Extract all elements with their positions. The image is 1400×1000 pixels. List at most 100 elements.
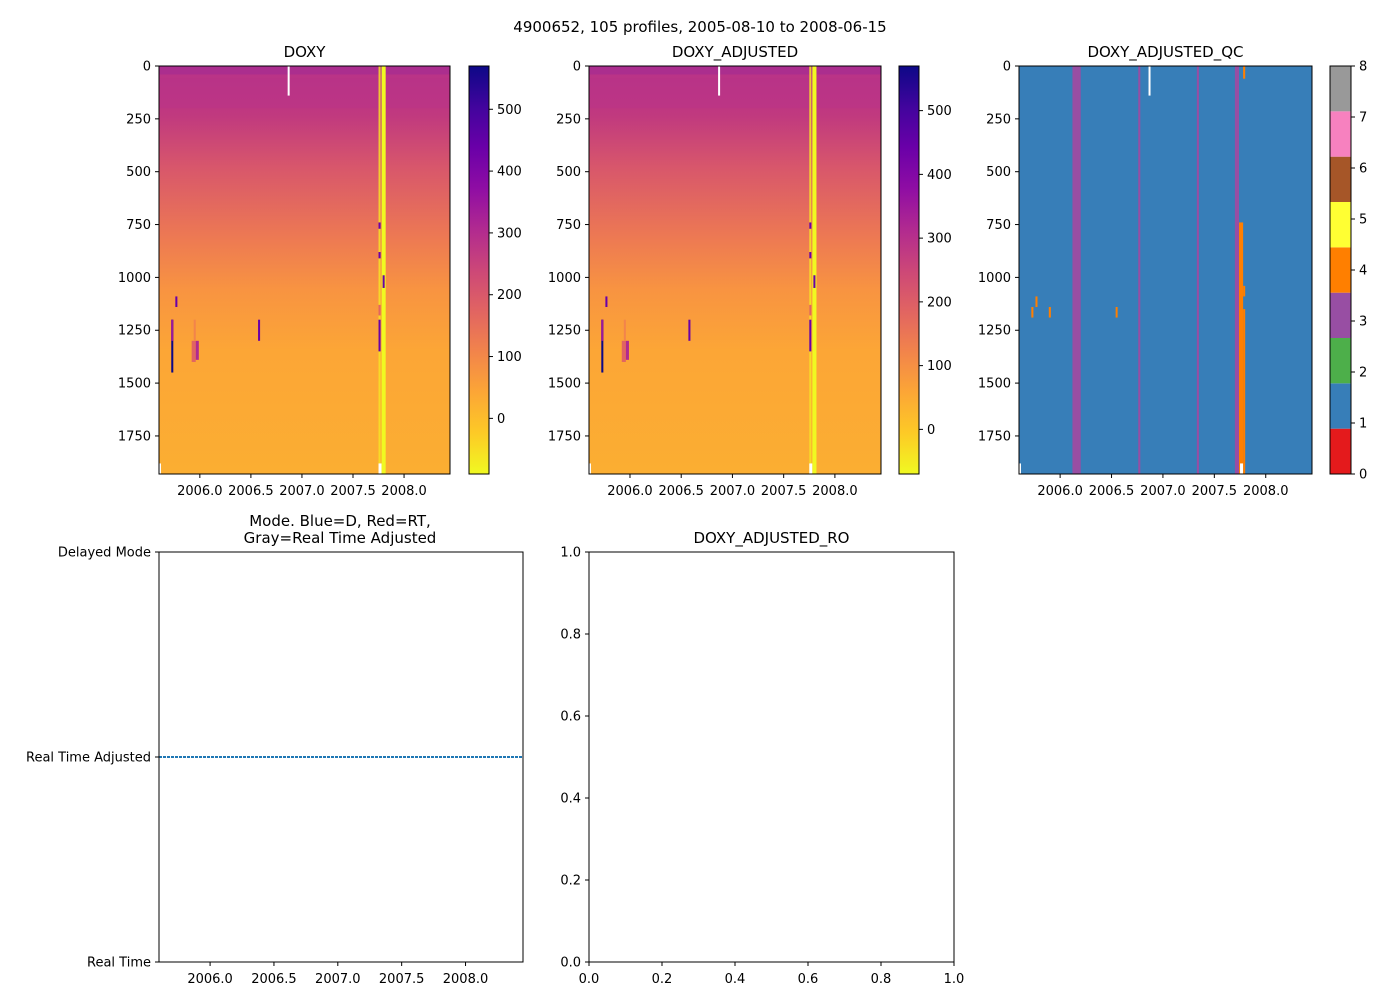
qc-y-axis: 0 250 500 750 1000 1250 1500 1750 [978,60,1019,444]
qc-cbar-tick-label: 0 [1359,468,1367,483]
qc-xtick-label: 2006.0 [1037,484,1083,499]
doxy-ytick-label: 1750 [118,429,151,444]
qc-missing-cell [1240,463,1244,474]
doxy-adjusted-ytick-label: 0 [573,60,581,75]
ro-y-axis: 0.0 0.2 0.4 0.6 0.8 1.0 [560,546,589,971]
qc-cbar-tick-label: 4 [1359,264,1367,279]
doxy-adjusted-colorbar [898,65,920,475]
doxy-x-axis: 2006.0 2006.5 2007.0 2007.5 2008.0 [177,474,427,499]
doxy-adjusted-xtick-label: 2008.0 [812,484,858,499]
ro-x-axis: 0.0 0.2 0.4 0.6 0.8 1.0 [579,962,965,987]
doxy-cbar-tick-label: 100 [497,350,522,365]
qc-cbar-tick-label: 5 [1359,213,1367,228]
ro-ytick-label: 1.0 [560,546,581,561]
qc-patch [1243,66,1246,79]
doxy-y-axis: 0 250 500 750 1000 1250 1500 1750 [118,60,159,444]
panel-title-doxy-adjusted: DOXY_ADJUSTED [672,43,798,62]
qc-xtick-label: 2007.5 [1192,484,1238,499]
qc-patch [1243,285,1246,297]
qc-band [1234,66,1240,474]
mode-ytick-label: Real Time Adjusted [26,751,151,766]
doxy-adjusted-anomaly-cell [809,304,812,316]
doxy-adjusted-ytick-label: 500 [556,165,581,180]
doxy-adjusted-missing-cell [809,463,813,474]
doxy-xtick-label: 2006.0 [177,484,223,499]
qc-patch [1115,306,1118,318]
doxy-adjusted-cbar-tick-label: 500 [927,104,952,119]
doxy-bright-column [381,66,386,474]
qc-cbar-tick-label: 3 [1359,315,1367,330]
doxy-adjusted-frame [588,65,882,475]
doxy-adjusted-cbar-tick-label: 100 [927,359,952,374]
ro-xtick-label: 1.0 [944,972,965,987]
doxy-adjusted-cbar-tick-label: 300 [927,232,952,247]
qc-colorbar-class [1330,66,1351,112]
doxy-bright-column [378,66,381,474]
doxy-anomaly-cell [378,252,381,259]
doxy-anomaly-cell [175,296,178,307]
doxy-colorbar-ticks: 0 100 200 300 400 500 [489,103,522,427]
doxy-adjusted-cbar-tick-label: 400 [927,168,952,183]
doxy-cbar-tick-label: 0 [497,412,505,427]
doxy-adjusted-xtick-label: 2006.0 [607,484,653,499]
doxy-adjusted-xtick-label: 2006.5 [658,484,704,499]
doxy-adjusted-ytick-label: 1750 [548,429,581,444]
doxy-adjusted-upper-layer [589,78,881,109]
qc-colorbar-class [1330,383,1351,429]
panel-doxy-adjusted: DOXY_ADJUSTED 2006.0 2006.5 2007.0 2007.5 20… [548,43,952,499]
qc-ytick-label: 1000 [978,271,1011,286]
ro-ytick-label: 0.8 [560,628,581,643]
panel-title-mode-line1: Mode. Blue=D, Red=RT, [249,512,431,530]
doxy-adjusted-missing-cell [589,463,591,474]
doxy-xtick-label: 2008.0 [381,484,427,499]
doxy-adjusted-ytick-label: 750 [556,218,581,233]
doxy-heatmap-field [159,66,450,474]
ro-frame [588,551,955,963]
qc-cbar-tick-label: 8 [1359,60,1367,75]
qc-xtick-label: 2007.0 [1140,484,1186,499]
mode-frame [158,551,524,963]
mode-ytick-label: Real Time [87,956,151,971]
qc-patch [1035,296,1038,307]
doxy-missing-cell [287,66,290,96]
doxy-adjusted-anomaly-cell [625,340,629,360]
mode-xtick-label: 2007.5 [379,972,425,987]
qc-ytick-label: 750 [986,218,1011,233]
doxy-anomaly-cell [171,319,174,341]
doxy-adjusted-anomaly-cell [621,340,626,362]
qc-missing-cell [1019,463,1021,474]
doxy-adjusted-ytick-label: 250 [556,112,581,127]
panel-title-doxy-adjusted-ro: DOXY_ADJUSTED_RO [694,529,850,548]
doxy-adjusted-heatmap-field [589,66,881,474]
doxy-anomaly-cell [378,304,381,316]
qc-ytick-label: 1500 [978,377,1011,392]
qc-colorbar-class [1330,428,1351,474]
doxy-ytick-label: 0 [143,60,151,75]
doxy-adjusted-anomaly-cell [688,319,691,341]
doxy-xtick-label: 2006.5 [228,484,274,499]
qc-ytick-label: 1250 [978,324,1011,339]
doxy-adjusted-anomaly-cell [809,252,812,259]
panel-title-doxy: DOXY [284,43,327,61]
ro-ytick-label: 0.2 [560,874,581,889]
panel-doxy: DOXY 2006.0 2006.5 2007.0 2007.5 2008.0 0 250… [118,43,522,499]
qc-cbar-tick-label: 6 [1359,162,1367,177]
doxy-anomaly-cell [191,340,196,362]
doxy-anomaly-cell [378,222,381,229]
doxy-anomaly-cell [193,319,196,341]
qc-cbar-tick-label: 1 [1359,417,1367,432]
doxy-missing-cell [159,463,161,474]
qc-x-axis: 2006.0 2006.5 2007.0 2007.5 2008.0 [1037,474,1288,499]
qc-colorbar-class [1330,247,1351,293]
ro-xtick-label: 0.8 [871,972,892,987]
doxy-adjusted-bright-column [809,66,812,474]
doxy-adjusted-ytick-label: 1000 [548,271,581,286]
qc-patch [1031,306,1034,318]
doxy-xtick-label: 2007.5 [330,484,376,499]
doxy-adjusted-xtick-label: 2007.0 [710,484,756,499]
qc-ytick-label: 1750 [978,429,1011,444]
qc-band [1196,66,1199,474]
doxy-upper-layer [159,78,450,109]
doxy-ytick-label: 1500 [118,377,151,392]
qc-colorbar [1330,66,1351,474]
